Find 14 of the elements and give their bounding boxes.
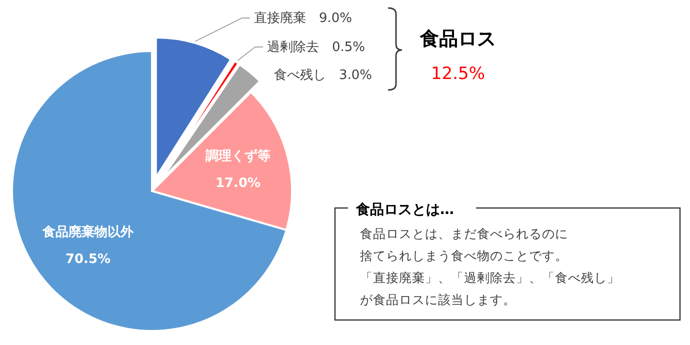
- data-label: 17.0%: [215, 176, 261, 191]
- text: 食品ロスとは、まだ食べられるのに: [360, 226, 568, 241]
- slice-label: 過剰除去 0.5%: [266, 40, 365, 55]
- text: が食品ロスに該当します。: [360, 292, 516, 307]
- slice-label: 直接廃棄 9.0%: [254, 10, 352, 26]
- text: 12.5%: [430, 64, 486, 84]
- text: 捨てられしまう食べ物のことです。: [360, 248, 568, 263]
- slice-label: 食べ残し 3.0%: [274, 68, 372, 83]
- slice-label: 食品廃棄物以外: [42, 224, 134, 240]
- data-label: 70.5%: [65, 252, 111, 267]
- text: 「直接廃棄」、「過剰除去」、「食べ残し」: [360, 270, 620, 285]
- text: 食品ロス: [419, 28, 496, 50]
- slice-label: 調理くず等: [206, 148, 270, 164]
- text: 食品ロスとは…: [355, 202, 454, 218]
